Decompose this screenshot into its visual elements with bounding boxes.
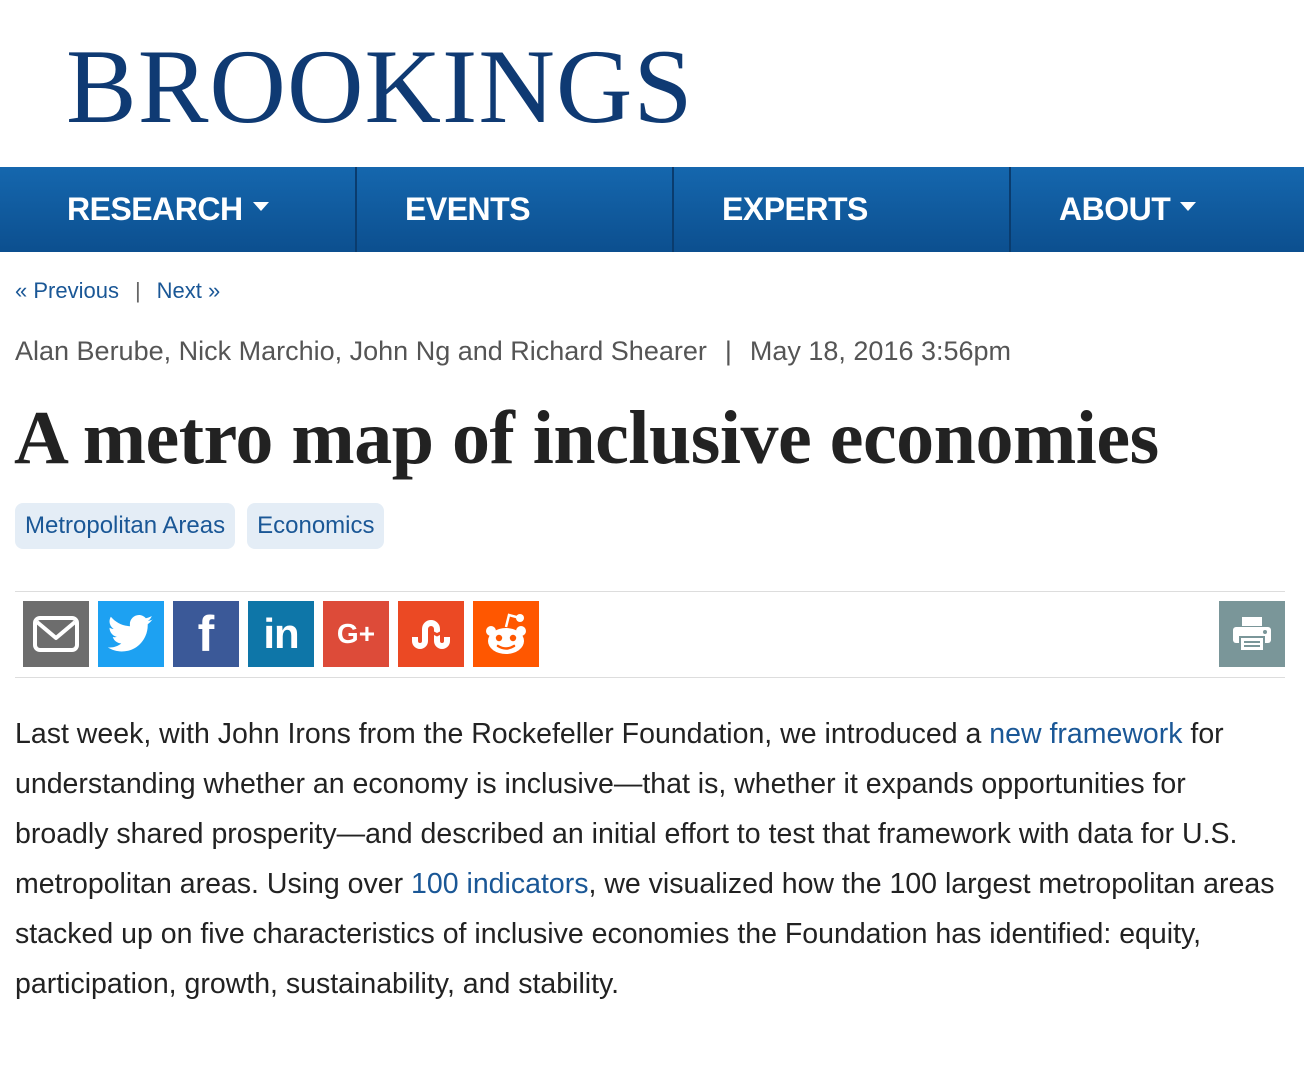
- chevron-down-icon: [252, 202, 269, 211]
- nav-item-label: EVENTS: [405, 191, 531, 227]
- print-button[interactable]: [1219, 601, 1285, 667]
- facebook-icon: f: [197, 606, 215, 662]
- google-plus-icon: G+: [336, 618, 376, 649]
- share-toolbar: f in G+: [23, 601, 539, 667]
- 100-indicators-link[interactable]: 100 indicators: [411, 868, 589, 900]
- twitter-icon: [108, 615, 154, 652]
- divider: [15, 677, 1285, 678]
- tag-economics[interactable]: Economics: [247, 503, 385, 549]
- nav-item-label: ABOUT: [1059, 191, 1171, 227]
- email-icon: [33, 616, 79, 652]
- nav-item-events[interactable]: EVENTS: [357, 167, 674, 252]
- brookings-logo[interactable]: BROOKINGS: [66, 22, 693, 152]
- share-email-button[interactable]: [23, 601, 89, 667]
- body-text-segment: for understanding whether an economy is …: [15, 718, 1238, 900]
- reddit-icon: [486, 613, 526, 654]
- tag-metropolitan-areas[interactable]: Metropolitan Areas: [15, 503, 236, 549]
- article-byline: Alan Berube, Nick Marchio, John Ng and R…: [15, 336, 1011, 367]
- print-icon: [1233, 617, 1271, 652]
- share-twitter-button[interactable]: [98, 601, 164, 667]
- share-linkedin-button[interactable]: in: [248, 601, 314, 667]
- share-reddit-button[interactable]: [473, 601, 539, 667]
- nav-item-label: EXPERTS: [722, 191, 868, 227]
- article-date: May 18, 2016 3:56pm: [749, 336, 1012, 366]
- stumbleupon-icon: [412, 620, 450, 649]
- new-framework-link[interactable]: new framework: [989, 718, 1183, 750]
- article-body-paragraph: Last week, with John Irons from the Rock…: [15, 709, 1285, 1009]
- share-facebook-button[interactable]: f: [173, 601, 239, 667]
- body-text-segment: Last week, with John Irons from the Rock…: [15, 718, 990, 750]
- article-title: A metro map of inclusive economies: [14, 396, 1159, 480]
- nav-item-research[interactable]: RESEARCH: [0, 167, 357, 252]
- nav-item-label: RESEARCH: [67, 191, 243, 227]
- divider: [15, 591, 1285, 592]
- main-navigation: RESEARCH EVENTS EXPERTS ABOUT: [0, 167, 1304, 252]
- body-text-segment: , we visualized how the 100 largest metr…: [15, 868, 1275, 1000]
- post-pager: « Previous | Next »: [15, 278, 220, 304]
- share-stumbleupon-button[interactable]: [398, 601, 464, 667]
- chevron-down-icon: [1180, 202, 1197, 211]
- byline-separator: |: [724, 336, 732, 366]
- linkedin-icon: in: [263, 610, 299, 657]
- logo-text: BROOKINGS: [66, 28, 694, 145]
- article-authors: Alan Berube, Nick Marchio, John Ng and R…: [15, 336, 707, 366]
- pager-separator: |: [134, 278, 141, 303]
- topic-tags: Metropolitan Areas Economics: [15, 503, 385, 549]
- nav-item-experts[interactable]: EXPERTS: [674, 167, 1011, 252]
- next-link[interactable]: Next »: [156, 278, 221, 303]
- nav-item-about[interactable]: ABOUT: [1011, 167, 1304, 252]
- previous-link[interactable]: « Previous: [15, 278, 119, 303]
- share-google-plus-button[interactable]: G+: [323, 601, 389, 667]
